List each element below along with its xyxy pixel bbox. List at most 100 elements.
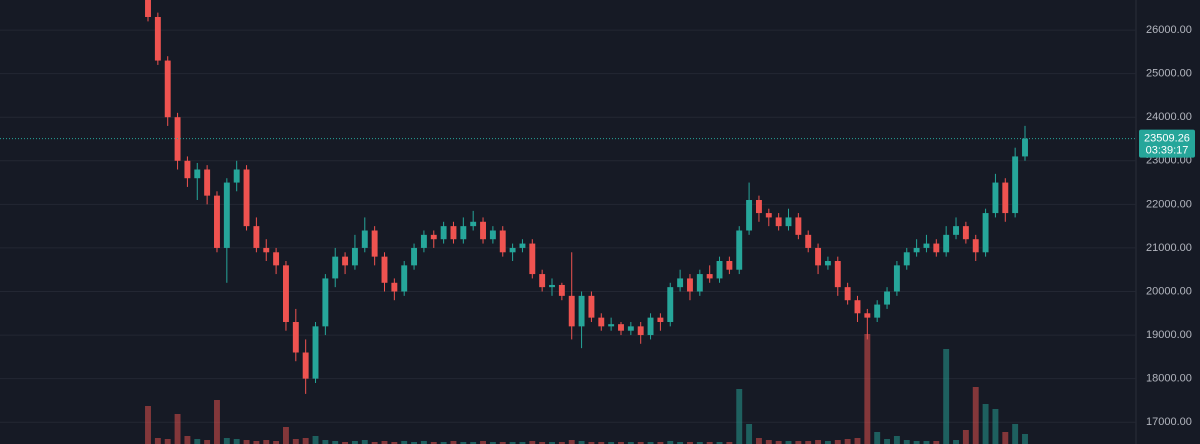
volume-bar xyxy=(154,438,161,444)
candle-body xyxy=(184,160,191,179)
candle-body xyxy=(371,230,378,257)
volume-bar xyxy=(184,436,191,444)
candle-body xyxy=(282,265,289,322)
candle-body xyxy=(706,274,713,279)
candle-body xyxy=(608,324,615,327)
volume-bar xyxy=(687,442,693,444)
volume-bar xyxy=(204,440,211,444)
volume-bar xyxy=(568,440,575,444)
candle-body xyxy=(884,291,891,305)
candle-body xyxy=(943,234,950,253)
volume-bar xyxy=(351,441,358,444)
candle-body xyxy=(746,199,753,231)
candle-body xyxy=(588,295,595,318)
y-tick-label: 21000.00 xyxy=(1146,242,1192,254)
candle-body xyxy=(529,243,536,275)
candle-body xyxy=(1012,156,1019,214)
candle-body xyxy=(933,243,940,253)
candle-body xyxy=(253,226,260,248)
volume-bar xyxy=(903,440,910,444)
y-tick-label: 18000.00 xyxy=(1146,373,1192,385)
volume-bar xyxy=(706,442,713,444)
candle-body xyxy=(962,226,969,240)
volume-bar xyxy=(430,442,437,444)
last-price-box xyxy=(1139,129,1195,158)
candle-body xyxy=(302,352,309,379)
volume-bar xyxy=(864,334,871,444)
candle-body xyxy=(460,226,467,240)
volume-bar xyxy=(884,439,891,444)
volume-bar xyxy=(480,441,486,444)
candle-body xyxy=(549,284,555,288)
candle-body xyxy=(805,234,812,248)
last-price-label: 23509.26 xyxy=(1144,132,1190,144)
candle-body xyxy=(696,274,703,292)
y-tick-label: 26000.00 xyxy=(1146,24,1192,36)
volume-bar xyxy=(519,442,526,444)
volume-bar xyxy=(420,441,427,444)
candle-body xyxy=(519,243,526,248)
volume-bar xyxy=(332,441,339,444)
volume-bar xyxy=(647,442,654,444)
y-tick-label: 17000.00 xyxy=(1146,416,1192,428)
volume-bar xyxy=(509,442,516,444)
volume-bar xyxy=(342,442,349,444)
candle-body xyxy=(381,256,388,283)
candle-body xyxy=(558,284,565,296)
volume-bar xyxy=(765,440,772,444)
candle-body xyxy=(322,278,329,327)
volume-bar xyxy=(253,441,260,444)
volume-bar xyxy=(243,440,250,444)
volume-bar xyxy=(677,442,684,444)
volume-bar xyxy=(805,441,812,444)
y-tick-label: 24000.00 xyxy=(1146,111,1192,123)
volume-bar xyxy=(824,441,831,444)
candle-body xyxy=(627,326,634,331)
candle-body xyxy=(391,282,398,292)
candle-body xyxy=(351,247,358,266)
candle-body xyxy=(440,226,447,240)
candle-body xyxy=(332,256,339,279)
volume-bar xyxy=(1012,424,1019,444)
volume-bar xyxy=(440,442,447,444)
y-tick-label: 19000.00 xyxy=(1146,329,1192,341)
volume-bar xyxy=(381,441,388,444)
candle-body xyxy=(204,169,211,196)
candle-body xyxy=(450,226,457,240)
volume-bar xyxy=(460,442,467,444)
volume-bar xyxy=(874,432,881,444)
volume-bar xyxy=(992,409,999,444)
volume-bar xyxy=(736,389,743,444)
volume-bar xyxy=(746,424,753,444)
candle-body xyxy=(637,326,644,336)
y-tick-label: 20000.00 xyxy=(1146,285,1192,297)
candle-body xyxy=(893,265,900,292)
volume-bar xyxy=(214,400,220,444)
volume-bar xyxy=(273,441,280,444)
volume-bar xyxy=(716,442,723,444)
candle-body xyxy=(509,247,516,253)
candle-body xyxy=(243,169,250,227)
candle-body xyxy=(194,169,201,179)
candle-body xyxy=(489,230,496,240)
volume-bar xyxy=(943,349,950,444)
volume-bar xyxy=(529,441,536,444)
candle-body xyxy=(578,295,585,327)
volume-bar xyxy=(312,436,319,444)
candle-body xyxy=(164,60,171,118)
volume-bar xyxy=(489,442,496,444)
volume-bar xyxy=(913,441,920,444)
volume-bar xyxy=(1002,432,1009,444)
volume-bar xyxy=(361,440,368,444)
volume-bar xyxy=(775,441,782,444)
candle-body xyxy=(785,217,792,227)
candle-body xyxy=(401,265,408,292)
volume-bar xyxy=(194,439,201,444)
volume-bar xyxy=(696,442,703,444)
candle-body xyxy=(864,313,871,318)
candle-body xyxy=(903,252,910,266)
volume-bar xyxy=(1022,434,1028,444)
volume-bar xyxy=(263,440,270,444)
